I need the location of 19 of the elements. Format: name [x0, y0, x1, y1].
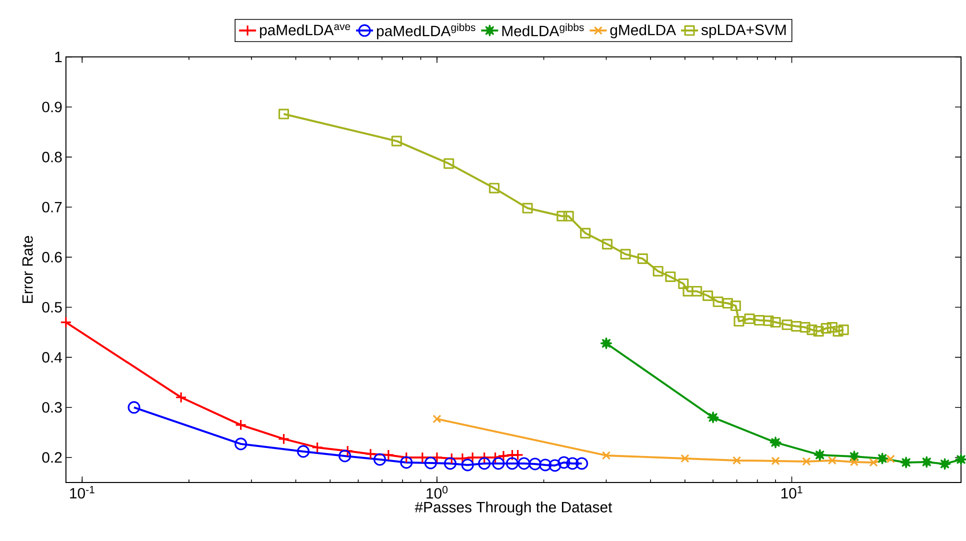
- legend-label: spLDA+SVM: [701, 24, 786, 38]
- y-tick-label: 0.6: [42, 252, 62, 262]
- y-tick-label: 0.8: [42, 152, 62, 162]
- y-tick-label: 0.9: [42, 101, 62, 112]
- legend-label: gMedLDA: [610, 24, 676, 38]
- x-axis-title: #Passes Through the Dataset: [414, 501, 612, 516]
- legend-label: paMedLDA$^{ave}$: [260, 24, 350, 38]
- y-tick-label: 0.4: [42, 352, 62, 362]
- y-tick-label: 0.5: [42, 302, 62, 312]
- x-tick-label: 10$^{1}$: [781, 486, 802, 498]
- x-tick-label: 10$^{0}$: [426, 486, 448, 498]
- x-tick-label: 10$^{-1}$: [70, 486, 94, 498]
- y-tick-label: 0.7: [42, 202, 62, 212]
- legend-label: MedLDA$^{gibbs}$: [502, 23, 584, 36]
- y-tick-label: 0.3: [42, 402, 62, 412]
- y-axis-title: Error Rate: [22, 236, 33, 303]
- y-tick-label: 0.2: [42, 452, 62, 463]
- legend-label: paMedLDA$^{gibbs}$: [377, 23, 476, 40]
- y-tick-label: 1: [55, 52, 62, 62]
